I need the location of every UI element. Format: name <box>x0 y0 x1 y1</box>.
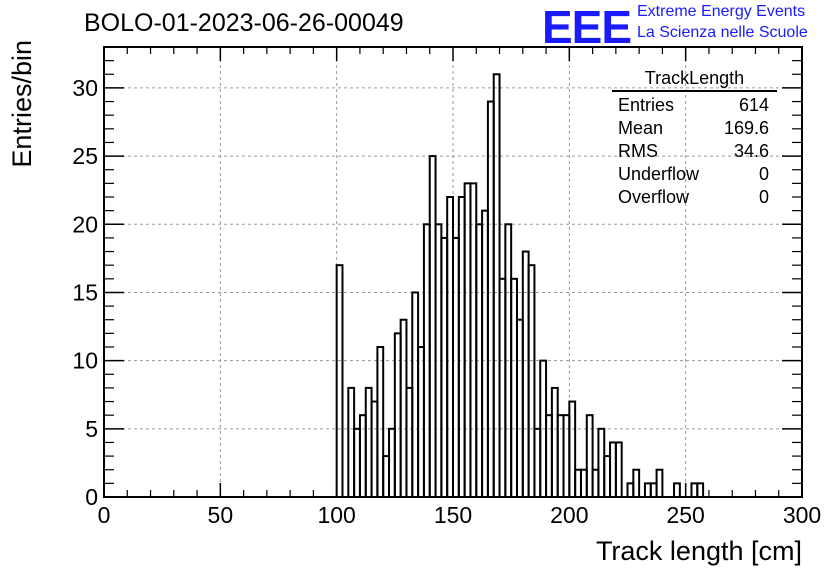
y-tick-label: 5 <box>85 416 98 442</box>
x-axis-label: Track length [cm] <box>596 536 802 566</box>
stats-title: TrackLength <box>612 68 777 92</box>
run-title: BOLO-01-2023-06-26-00049 <box>84 9 404 37</box>
x-tick-labels: 0 50 100 150 200 250 300 <box>98 502 822 528</box>
stats-box: TrackLength Entries 614 Mean 169.6 RMS 3… <box>612 68 777 209</box>
stats-value: 169.6 <box>723 118 769 138</box>
histogram-bin <box>614 441 623 499</box>
y-tick-label: 30 <box>72 75 98 101</box>
stats-row-mean: Mean 169.6 <box>612 117 777 140</box>
y-tick-label: 15 <box>72 279 98 305</box>
x-tick-label: 50 <box>208 502 234 528</box>
x-tick-label: 0 <box>98 502 111 528</box>
y-tick-label: 20 <box>72 211 98 237</box>
stats-label: Overflow <box>618 187 690 207</box>
x-tick-label: 100 <box>317 502 355 528</box>
histogram-bin <box>335 264 344 498</box>
y-axis-label: Entries/bin <box>7 40 37 168</box>
stats-label: Mean <box>618 118 664 138</box>
stats-label: Entries <box>618 95 675 115</box>
histogram-bin <box>696 482 705 499</box>
stats-row-rms: RMS 34.6 <box>612 140 777 163</box>
x-tick-label: 250 <box>666 502 704 528</box>
logo-tagline-1: Extreme Energy Events <box>637 3 806 20</box>
histogram-bin <box>673 482 681 499</box>
y-tick-labels: 0 5 10 15 20 25 30 <box>72 75 98 510</box>
stats-value: 0 <box>758 187 769 207</box>
y-tick-label: 0 <box>85 484 98 510</box>
stats-value: 0 <box>758 164 769 184</box>
histogram-bin <box>632 468 641 498</box>
histogram-bin <box>655 468 664 498</box>
stats-value: 614 <box>738 95 769 115</box>
x-tick-label: 200 <box>550 502 588 528</box>
y-tick-label: 25 <box>72 143 98 169</box>
x-tick-label: 300 <box>783 502 821 528</box>
logo-tagline-2: La Scienza nelle Scuole <box>637 24 808 41</box>
stats-row-overflow: Overflow 0 <box>612 186 777 209</box>
stats-row-underflow: Underflow 0 <box>612 163 777 186</box>
stats-row-entries: Entries 614 <box>612 94 777 117</box>
stats-label: Underflow <box>618 164 700 184</box>
x-tick-label: 150 <box>434 502 472 528</box>
axis-ticks <box>103 47 803 498</box>
stats-label: RMS <box>618 141 658 161</box>
y-tick-label: 10 <box>72 348 98 374</box>
eee-logo: EEE <box>542 1 632 53</box>
stats-value: 34.6 <box>733 141 769 161</box>
